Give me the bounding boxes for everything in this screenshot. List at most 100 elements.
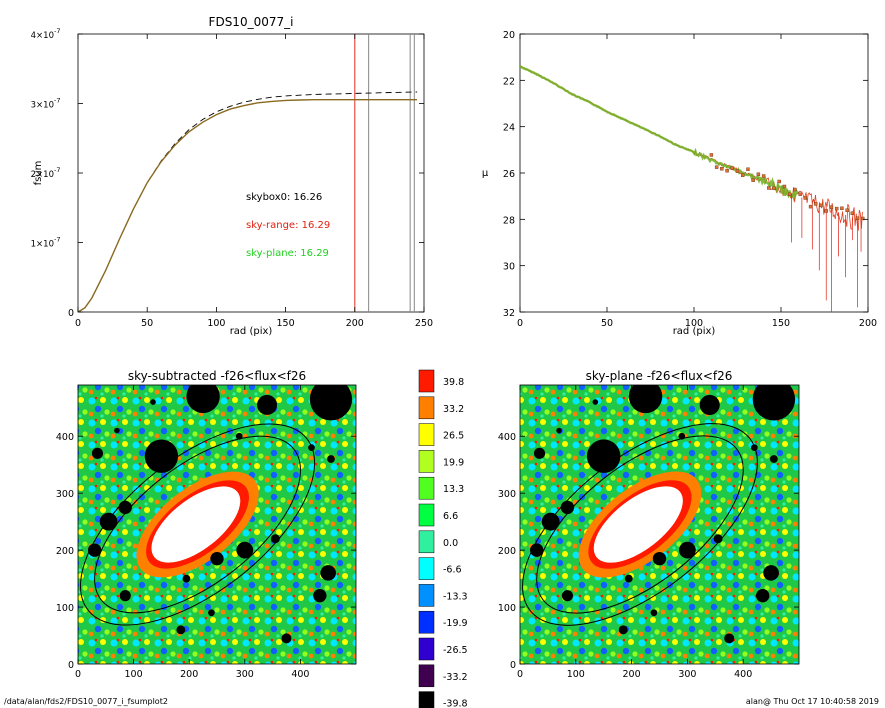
y-tick-exponent: -7 (54, 166, 60, 174)
y-tick-label: 0 (510, 660, 516, 671)
colorbar-swatch (418, 503, 435, 527)
data-point (798, 192, 802, 196)
x-axis-label: rad (pix) (230, 326, 273, 337)
annotation-sky-range: sky-range: 16.29 (246, 220, 330, 231)
galaxy-core (151, 486, 241, 563)
y-tick-label: 300 (56, 489, 74, 500)
masked-star (556, 427, 562, 434)
y-tick-label: 3×10 (31, 101, 54, 111)
image-frame (519, 384, 800, 665)
masked-star (769, 455, 778, 463)
masked-star (699, 394, 720, 415)
y-tick-label: 100 (498, 603, 516, 614)
y-tick-label: 20 (503, 30, 515, 41)
masked-star (186, 385, 220, 414)
y-tick-label: 32 (503, 308, 515, 319)
masked-star (281, 633, 292, 644)
colorbar-label: -13.3 (443, 591, 468, 602)
data-point (845, 208, 849, 213)
data-point (746, 167, 750, 171)
data-point (840, 206, 844, 211)
chart-title: sky-plane -f26<flux<f26 (586, 369, 733, 383)
masked-star (144, 439, 179, 473)
data-point (777, 179, 781, 184)
sky-annulus (94, 435, 301, 614)
data-point (861, 216, 865, 221)
x-tick-label: 200 (859, 318, 877, 329)
data-point (741, 173, 745, 177)
footer-timestamp: alan@ Thu Oct 17 10:40:58 2019 (745, 697, 879, 706)
x-tick-label: 400 (734, 669, 752, 680)
colorbar-label: -33.2 (443, 672, 468, 683)
y-tick-label: 22 (503, 76, 515, 87)
y-tick-label: 200 (56, 546, 74, 557)
x-tick-label: 300 (236, 669, 254, 680)
y-tick-label: 400 (56, 432, 74, 443)
colorbar-label: -39.8 (443, 699, 468, 708)
plot-frame (519, 33, 869, 313)
x-tick-label: 100 (207, 318, 225, 329)
colorbar-swatch (418, 557, 435, 580)
sky-annulus (80, 423, 316, 626)
colorbar-label: 19.9 (443, 457, 464, 468)
masked-star (628, 385, 663, 414)
colorbar: 39.8 33.2 26.5 19.9 13.3 6.6 0.0 -6.6 -13.3 -19.9… (418, 369, 468, 708)
x-tick-label: 400 (291, 669, 309, 680)
x-tick-label: 0 (517, 318, 523, 329)
masked-star (236, 541, 254, 559)
colorbar-label: 6.6 (443, 511, 458, 522)
colorbar-swatch (418, 423, 435, 446)
y-tick-label: 26 (503, 169, 515, 180)
y-tick-label: 100 (56, 603, 74, 614)
x-tick-label: 100 (685, 318, 703, 329)
masked-star (257, 394, 278, 415)
x-tick-label: 200 (623, 669, 641, 680)
panel-mu: 0 50 100 150 200 20 22 24 26 28 30 32 rad (pix) μ (482, 30, 877, 337)
masked-star (208, 609, 215, 617)
x-tick-label: 0 (75, 669, 81, 680)
data-point (855, 216, 860, 220)
masked-star (235, 432, 243, 440)
masked-star (652, 551, 667, 566)
masked-star (91, 447, 104, 459)
y-tick-label: 30 (503, 262, 515, 273)
colorbar-swatch (418, 610, 435, 634)
sky-annulus (522, 423, 758, 626)
x-tick-label: 0 (517, 669, 523, 680)
y-tick-label: 28 (503, 215, 515, 226)
masked-star (618, 625, 628, 635)
data-point (756, 172, 761, 176)
data-point (808, 204, 813, 209)
masked-star (756, 588, 770, 603)
masked-star (724, 633, 735, 644)
masked-star (592, 399, 599, 405)
y-axis-label: fsum (33, 161, 44, 186)
masked-star (650, 609, 658, 617)
x-axis-label: rad (pix) (673, 326, 716, 337)
y-tick-label: 300 (498, 489, 516, 500)
masked-star (210, 551, 224, 566)
data-point (767, 186, 771, 190)
y-tick-label: 2×10 (31, 170, 54, 180)
y-tick-exponent: -7 (54, 97, 60, 105)
sky-annulus (536, 435, 744, 614)
colorbar-label: 13.3 (443, 484, 464, 495)
y-tick-label: 1×10 (31, 240, 54, 250)
panel-sky-subtracted: sky-subtracted -f26<flux<f26 0 100 200 300 4… (56, 369, 357, 680)
masked-star (751, 444, 758, 451)
data-point (834, 206, 839, 211)
y-tick-exponent: -7 (54, 236, 60, 244)
plot-frame (77, 33, 425, 313)
x-tick-label: 100 (125, 669, 143, 680)
colorbar-label: 26.5 (443, 431, 464, 442)
y-tick-label: 0 (68, 308, 74, 319)
chart-title: sky-subtracted -f26<flux<f26 (128, 369, 306, 383)
colorbar-label: -6.6 (443, 565, 462, 576)
masked-star (182, 574, 191, 583)
data-point (730, 166, 734, 170)
colorbar-swatch (418, 476, 435, 500)
data-point (772, 186, 776, 191)
panel-sky-plane: sky-plane -f26<flux<f26 0 100 200 300 400 0 10… (498, 369, 800, 680)
footer-path: /data/alan/fds2/FDS10_0077_i_fsumplot2 (4, 697, 168, 706)
